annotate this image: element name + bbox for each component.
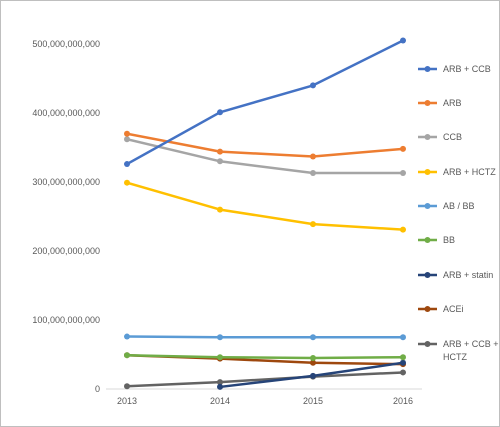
legend-swatch-marker	[424, 100, 431, 106]
series-point	[124, 130, 130, 137]
series-line	[125, 353, 405, 360]
series-point	[217, 206, 223, 213]
y-tick-label: 300,000,000,000	[32, 177, 100, 187]
legend-label: ARB + CCB + HCTZ	[443, 339, 499, 362]
series-line	[125, 371, 405, 388]
legend-label: ARB	[443, 98, 462, 108]
series-point	[400, 334, 406, 341]
legend-label: ARB + HCTZ	[443, 167, 496, 177]
series-point	[310, 82, 316, 89]
legend-label: AB / BB	[443, 201, 475, 211]
legend-swatch-marker	[424, 306, 431, 312]
legend-swatch-marker	[424, 272, 431, 278]
y-tick-label: 100,000,000,000	[32, 315, 100, 325]
y-tick-label: 0	[95, 384, 100, 394]
y-tick-label: 500,000,000,000	[32, 39, 100, 49]
series-line	[125, 39, 405, 166]
series-point	[310, 372, 316, 379]
series-line	[125, 132, 405, 158]
series-point	[400, 226, 406, 233]
series-line	[125, 137, 405, 175]
series-point	[400, 37, 406, 44]
series-point	[400, 369, 406, 376]
y-tick-label: 200,000,000,000	[32, 246, 100, 256]
x-tick-label: 2014	[210, 396, 230, 406]
legend-swatch-marker	[424, 203, 431, 209]
legend-label: ARB + CCB	[443, 64, 491, 74]
legend-swatch-marker	[424, 237, 431, 243]
series-point	[217, 383, 223, 390]
series-point	[124, 333, 130, 340]
series-point	[310, 334, 316, 341]
series-point	[217, 334, 223, 341]
series-point	[400, 170, 406, 177]
series-point	[217, 379, 223, 386]
series-point	[124, 383, 130, 390]
legend-label: CCB	[443, 132, 462, 142]
y-tick-label: 400,000,000,000	[32, 108, 100, 118]
x-tick-label: 2013	[117, 396, 137, 406]
x-tick-label: 2016	[393, 396, 413, 406]
legend-swatch-marker	[424, 66, 431, 72]
series-point	[217, 109, 223, 116]
series-point	[124, 136, 130, 143]
series-point	[310, 153, 316, 160]
series-point	[217, 148, 223, 155]
series-point	[124, 179, 130, 186]
series-line	[125, 335, 405, 339]
series-point	[400, 354, 406, 361]
series-point	[310, 170, 316, 177]
legend-swatch-marker	[424, 169, 431, 175]
series-point	[310, 221, 316, 228]
series-point	[310, 359, 316, 366]
series-line	[125, 181, 405, 231]
series-point	[400, 145, 406, 152]
legend-swatch-marker	[424, 341, 431, 347]
series-point	[124, 161, 130, 168]
series-point	[310, 354, 316, 361]
legend-label: ARB + statin	[443, 270, 493, 280]
legend-label: BB	[443, 235, 455, 245]
series-point	[217, 354, 223, 361]
series-point	[400, 359, 406, 366]
legend-label: ACEi	[443, 304, 464, 314]
legend-swatch-marker	[424, 134, 431, 140]
series-point	[217, 158, 223, 165]
series-point	[124, 352, 130, 359]
x-tick-label: 2015	[303, 396, 323, 406]
